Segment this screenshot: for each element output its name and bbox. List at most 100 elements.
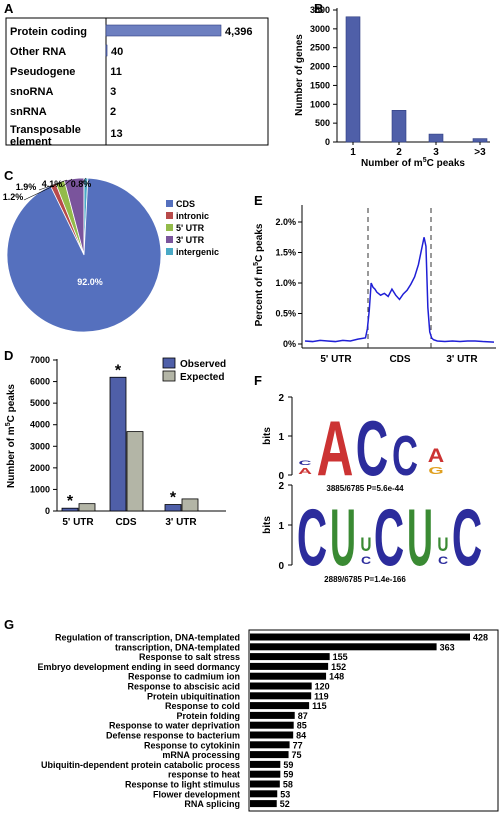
panel-g-category-label: Response to cadmium ion xyxy=(128,672,240,682)
panel-g-value-label: 85 xyxy=(297,721,307,731)
panel-b-x-tick-label: 2 xyxy=(396,147,402,158)
panel-g-category-label: Response to cold xyxy=(165,701,240,711)
panel-e-density-line xyxy=(304,237,495,343)
panel-f-tick: 0 xyxy=(278,471,284,482)
panel-g-value-label: 75 xyxy=(292,750,302,760)
panel-a-value-label: 2 xyxy=(110,106,116,118)
panel-g-category-label: transcription, DNA-templated xyxy=(115,642,240,652)
logo2-letter-c: C xyxy=(374,492,404,582)
panel-a-chart: Protein coding Other RNA Pseudogene snoR… xyxy=(5,17,269,148)
logo1-letter-a-small: A xyxy=(298,467,312,476)
panel-d-x-tick-label: 5' UTR xyxy=(62,517,94,528)
panel-g-category-label: RNA splicing xyxy=(184,799,240,809)
panel-g-category-label: Flower development xyxy=(153,789,240,799)
panel-g-chart: Regulation of transcription, DNA-templat… xyxy=(37,629,499,812)
panel-b-y-tick-label: 1000 xyxy=(310,99,330,109)
panel-b-y-tick-label: 1500 xyxy=(310,80,330,90)
panel-g-value-label: 148 xyxy=(329,672,344,682)
panel-d-y-tick-label: 7000 xyxy=(30,355,50,365)
pie-slice-cds xyxy=(6,177,162,333)
pie-legend-label: intronic xyxy=(176,211,209,221)
panel-d-y-tick-label: 5000 xyxy=(30,398,50,408)
panel-f-logo2-ylabel: bits xyxy=(262,516,273,534)
panel-g-bar xyxy=(250,751,289,759)
panel-g-category-label: Response to salt stress xyxy=(139,652,240,662)
pie-leader-line xyxy=(23,180,65,201)
panel-c-chart: 92.0% 1.2%1.9% 4.1% 0.8% CDS intronic 5' UTR 3… xyxy=(3,177,219,333)
panel-g-value-label: 119 xyxy=(314,691,329,701)
panel-g-category-label: Protein ubiquitination xyxy=(147,691,240,701)
pie-leader-line xyxy=(38,179,68,191)
panel-b-x-axis-label: Number of m5C peaks xyxy=(361,157,465,169)
panel-a-category-label: snoRNA xyxy=(10,86,53,98)
panel-g-bar xyxy=(250,702,310,710)
logo1-letter-c-large-2: C xyxy=(392,425,418,488)
panel-b-x-tick-label: >3 xyxy=(474,147,486,158)
panel-a-category-label: Protein coding xyxy=(10,26,87,38)
panel-f-tick: 0 xyxy=(278,561,284,572)
panel-e-y-tick-label: 2.0% xyxy=(275,217,296,227)
legend-swatch-expected xyxy=(162,370,176,382)
panel-g-value-label: 428 xyxy=(473,633,488,643)
logo2-letter-u: U xyxy=(407,493,433,583)
pie-label-cds: 92.0% xyxy=(77,277,103,287)
panel-d-significance-star: * xyxy=(170,490,177,507)
panel-g-bar xyxy=(250,682,312,690)
panel-d-chart: Number of m5C peaks 0 1000 2000 3000 4000 500… xyxy=(5,355,226,528)
panel-g-value-label: 115 xyxy=(312,701,327,711)
panel-g-value-label: 84 xyxy=(296,731,306,741)
pie-leader-line xyxy=(81,177,87,184)
panel-b-bar xyxy=(391,110,407,143)
panel-f-tick: 1 xyxy=(278,432,284,443)
panel-f-tick: 2 xyxy=(278,393,284,404)
panel-e-y-tick-label: 1.0% xyxy=(275,278,296,288)
panel-b-y-tick-label: 2000 xyxy=(310,62,330,72)
panel-e-y-tick-label: 1.5% xyxy=(275,248,296,258)
panel-a-value-label: 13 xyxy=(110,128,122,140)
panel-g-bar xyxy=(250,653,330,661)
panel-label-b: B xyxy=(314,1,323,16)
legend-swatch-observed xyxy=(162,357,176,369)
pie-label: 4.1% xyxy=(42,179,63,189)
pie-leader-line xyxy=(61,178,73,188)
panel-g-bar xyxy=(250,760,281,768)
panel-e-y-axis-label: Percent of m5C peaks xyxy=(253,223,265,326)
legend-label-observed: Observed xyxy=(180,359,226,370)
pie-legend-swatch xyxy=(166,200,173,207)
panel-g-value-label: 53 xyxy=(280,789,290,799)
panel-g-category-label: mRNA processing xyxy=(162,750,240,760)
panel-d-significance-star: * xyxy=(67,493,74,510)
panel-d-y-tick-label: 6000 xyxy=(30,377,50,387)
panel-d-bar-observed xyxy=(109,376,127,512)
logo1-letter-a-large: A xyxy=(317,404,354,492)
panel-g-bar xyxy=(250,741,290,749)
panel-e-y-tick-label: 0% xyxy=(283,339,296,349)
panel-d-x-tick-label: 3' UTR xyxy=(165,517,197,528)
panel-g-bar xyxy=(250,662,329,670)
panel-b-y-tick-label: 500 xyxy=(315,118,330,128)
panel-g-value-label: 59 xyxy=(283,760,293,770)
panel-f-logo1-ylabel: bits xyxy=(262,427,273,445)
panel-f-logo1-caption: 3885/6785 P=5.6e-44 xyxy=(326,484,404,493)
panel-g-frame xyxy=(248,629,499,812)
panel-g-bar xyxy=(250,780,280,788)
panel-label-a: A xyxy=(4,1,14,16)
panel-d-y-axis-label: Number of m5C peaks xyxy=(5,384,17,488)
panel-g-value-label: 120 xyxy=(315,682,330,692)
panel-f-tick: 2 xyxy=(278,481,284,492)
panel-e-region-label: CDS xyxy=(389,354,410,365)
panel-g-value-label: 155 xyxy=(333,652,348,662)
pie-legend-swatch xyxy=(166,236,173,243)
panel-g-value-label: 87 xyxy=(298,711,308,721)
pie-legend-swatch xyxy=(166,224,173,231)
panel-d-y-tick-label: 2000 xyxy=(30,463,50,473)
panel-d-y-tick-label: 4000 xyxy=(30,420,50,430)
panel-d-y-tick-label: 3000 xyxy=(30,441,50,451)
panel-g-category-label: Response to water deprivation xyxy=(109,721,240,731)
panel-g-value-label: 58 xyxy=(283,780,293,790)
panel-a-bar xyxy=(105,44,108,57)
panel-g-value-label: 152 xyxy=(331,662,346,672)
pie-label: 1.9% xyxy=(16,182,37,192)
panel-a-bar xyxy=(105,24,222,37)
pie-label: 1.2% xyxy=(3,192,24,202)
